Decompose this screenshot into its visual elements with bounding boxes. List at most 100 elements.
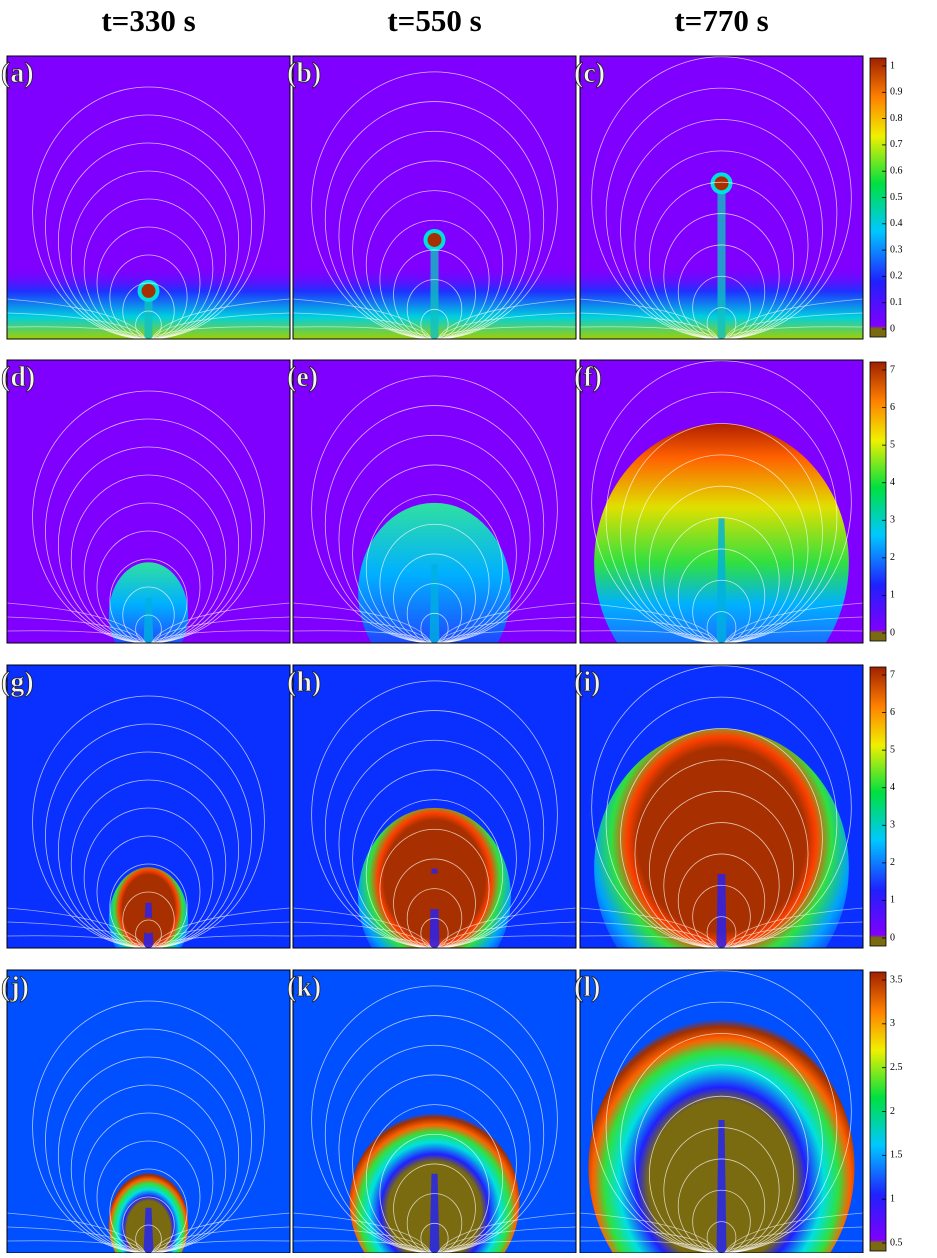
colorbar-tick-label: 0.5 (890, 1237, 903, 1248)
panel (293, 360, 576, 643)
panel (580, 360, 863, 643)
colorbar-tick-label: 7 (890, 669, 895, 680)
field-line (580, 616, 719, 643)
field-line (605, 696, 838, 948)
colorbar-tick-label: 0.5 (890, 192, 903, 203)
field-line (293, 630, 432, 643)
field-line (437, 298, 576, 339)
field-line (293, 935, 432, 948)
field-line (324, 101, 545, 339)
jet (716, 1119, 727, 1253)
field-line (724, 298, 863, 339)
colorbar-tick-label: 6 (890, 402, 895, 413)
field-line (7, 616, 146, 643)
field-line (706, 611, 737, 643)
field-line (151, 921, 290, 948)
colorbar-tick-label: 3 (890, 515, 895, 526)
field-line (45, 1028, 252, 1253)
colorbar-tick-label: 6 (890, 707, 895, 718)
field-line (663, 1127, 780, 1253)
panel-label: (b) (287, 58, 321, 89)
field-line (45, 723, 252, 948)
field-line (605, 391, 838, 643)
panel (7, 56, 290, 339)
field-line (83, 198, 214, 339)
field-line (580, 1226, 719, 1253)
field-line (692, 1189, 751, 1253)
field-line (379, 1133, 490, 1253)
field-line (96, 835, 201, 948)
field-line (7, 602, 146, 643)
field-line (151, 602, 290, 643)
field-line (293, 298, 432, 339)
panel (580, 665, 863, 948)
field-line (151, 326, 290, 339)
field-line (692, 579, 751, 643)
jet (143, 597, 154, 643)
jet (144, 290, 153, 339)
field-line (437, 921, 576, 948)
panel-label: (e) (287, 362, 318, 393)
field-line (692, 884, 751, 948)
colorbar-tick-label: 0.3 (890, 244, 903, 255)
field-line (692, 275, 751, 339)
field-line (591, 56, 852, 339)
colorbar-tick-label: 0 (890, 932, 895, 943)
field-line (45, 418, 252, 643)
colorbar (869, 666, 887, 947)
field-line (406, 279, 463, 339)
panel-label: (l) (574, 972, 600, 1003)
field-line (151, 1212, 290, 1253)
panel (7, 360, 290, 643)
field-line (580, 1240, 719, 1253)
panel-frame (292, 55, 577, 340)
field-line (634, 1064, 809, 1253)
panel (7, 665, 290, 948)
field-line (706, 307, 737, 339)
field-line (32, 86, 265, 339)
field-line (324, 1015, 545, 1253)
field-line (724, 1240, 863, 1253)
field-line (324, 405, 545, 643)
field-line (591, 970, 852, 1253)
field-line (109, 863, 188, 948)
field-line (32, 695, 265, 948)
field-line (437, 1212, 576, 1253)
colorbar-tick-label: 4 (890, 477, 895, 488)
field-line (706, 916, 737, 948)
colorbar-tick-label: 0.7 (890, 139, 903, 150)
field-line (83, 1112, 214, 1253)
colorbar-tick-label: 4 (890, 782, 895, 793)
field-line (57, 142, 240, 339)
field-line (293, 1226, 432, 1253)
colorbar-tick-label: 0 (890, 323, 895, 334)
field-line (663, 822, 780, 948)
colorbar-tick-label: 0 (890, 627, 895, 638)
colorbar-tick-label: 1 (890, 60, 895, 71)
field-line (580, 602, 719, 643)
colorbar-tick-label: 2 (890, 857, 895, 868)
field-line (70, 779, 227, 948)
panel-label: (d) (1, 362, 35, 393)
panel (7, 970, 290, 1253)
field-line (437, 326, 576, 339)
colorbar-tick-label: 5 (890, 744, 895, 755)
colorbar-tick-label: 3 (890, 1018, 895, 1029)
field-line (580, 312, 719, 339)
blob (141, 283, 156, 298)
field-line (151, 630, 290, 643)
panel-frame (6, 55, 291, 340)
panel-frame (292, 664, 577, 949)
field-line (151, 935, 290, 948)
colorbar-tick-label: 5 (890, 439, 895, 450)
panel-frame (6, 664, 291, 949)
field-line (437, 630, 576, 643)
field-line (580, 935, 719, 948)
field-line (437, 616, 576, 643)
panel (293, 665, 576, 948)
field-line (151, 1226, 290, 1253)
panel-label: (a) (1, 58, 34, 89)
blob (714, 176, 729, 191)
colorbar-tick-label: 0.9 (890, 87, 903, 98)
colorbar-tick-label: 3.5 (890, 974, 903, 985)
